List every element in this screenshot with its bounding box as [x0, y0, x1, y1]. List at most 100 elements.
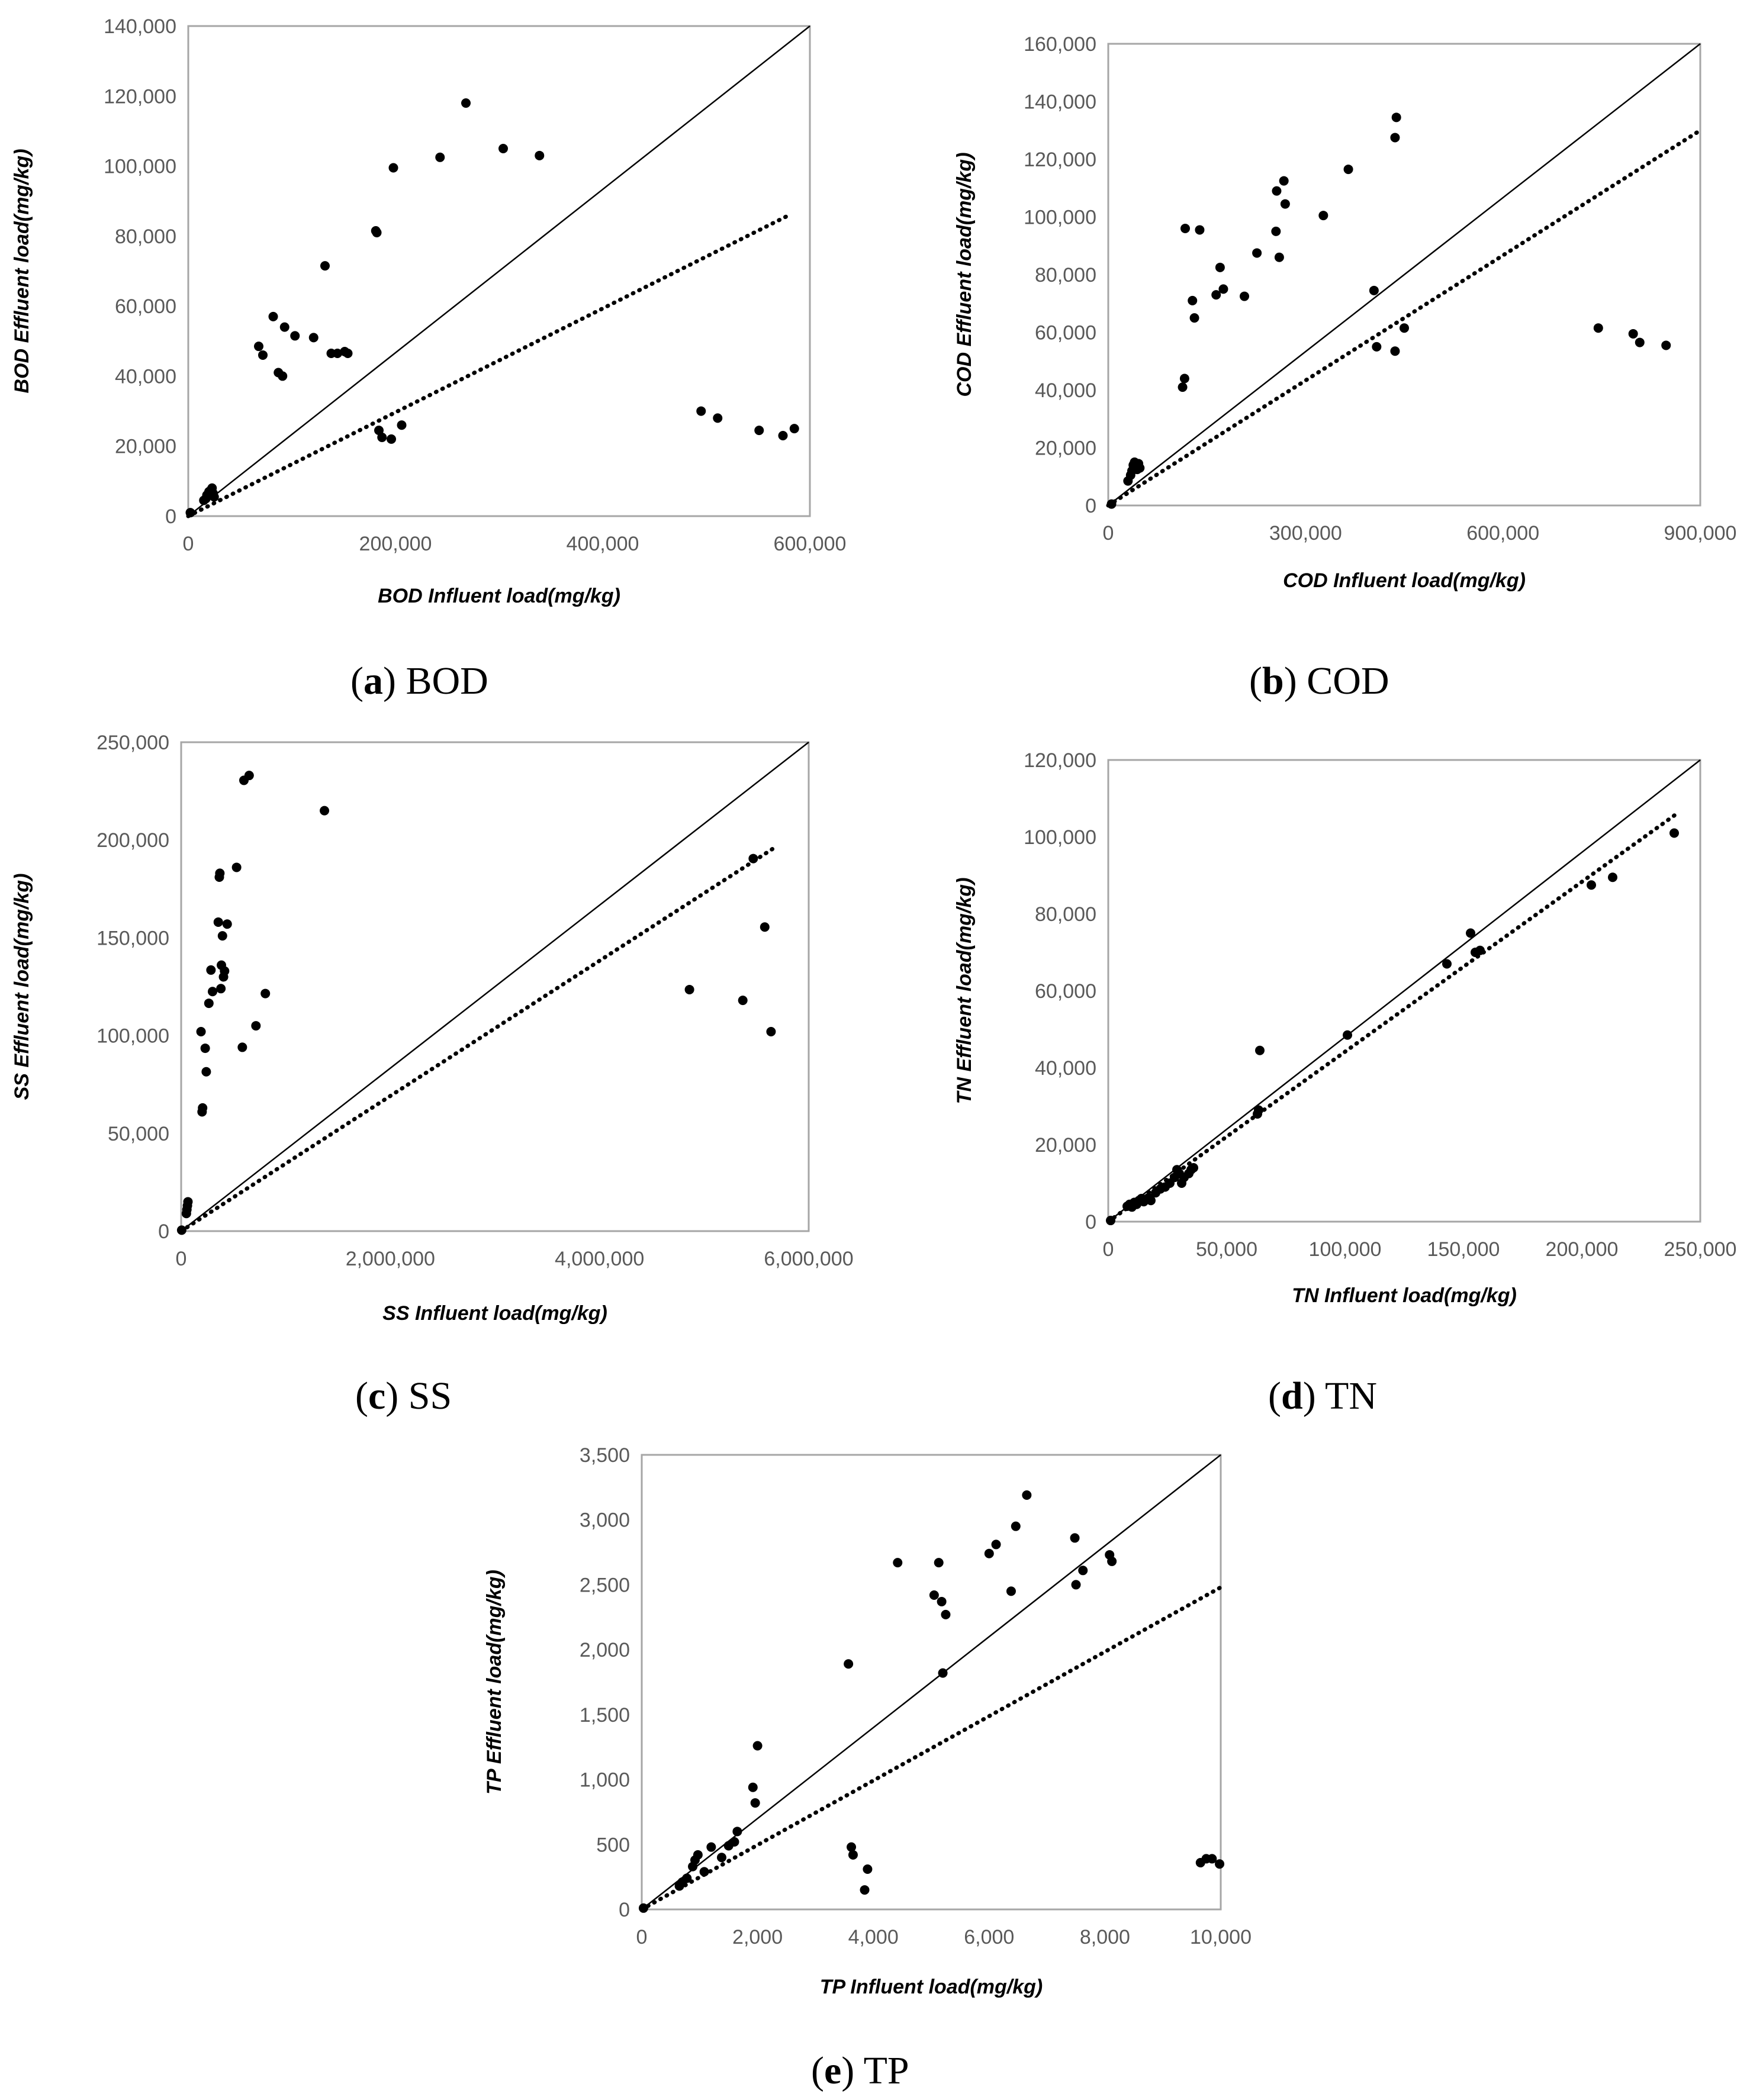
y-tick-label: 200,000 — [96, 829, 169, 852]
data-point — [1071, 1580, 1081, 1590]
x-tick-label: 400,000 — [567, 533, 639, 555]
data-point — [934, 1558, 944, 1568]
y-tick-label: 120,000 — [1024, 149, 1096, 171]
data-point — [847, 1842, 857, 1852]
data-point — [1215, 1859, 1225, 1869]
trend-line — [639, 1585, 1223, 1912]
y-tick-label: 2,500 — [580, 1574, 630, 1596]
data-point — [1466, 928, 1475, 938]
data-point — [1252, 248, 1262, 258]
data-point — [766, 1026, 776, 1036]
y-tick-label: 100,000 — [1024, 207, 1096, 229]
data-point — [268, 311, 278, 321]
data-point — [941, 1609, 951, 1619]
y-tick-label: 0 — [158, 1220, 169, 1243]
y-tick-label: 0 — [165, 505, 176, 528]
data-point — [201, 1067, 211, 1077]
y-tick-label: 140,000 — [1024, 91, 1096, 114]
caption-paren: ( — [1249, 659, 1262, 703]
data-point — [198, 1103, 208, 1113]
y-axis-title: BOD Effluent load(mg/kg) — [11, 149, 33, 393]
data-point — [231, 862, 242, 872]
data-point — [222, 919, 232, 929]
data-point — [1343, 1030, 1352, 1040]
y-tick-label: 80,000 — [1035, 264, 1096, 286]
data-point — [1254, 1105, 1263, 1115]
data-point — [372, 227, 382, 237]
data-point — [1178, 382, 1188, 392]
y-tick-label: 3,500 — [580, 1444, 630, 1467]
data-point — [1195, 225, 1205, 235]
data-point — [1661, 340, 1671, 350]
caption-text: TN — [1325, 1374, 1377, 1418]
data-point — [535, 150, 545, 160]
x-tick-label: 6,000,000 — [764, 1248, 853, 1270]
data-point — [748, 853, 758, 864]
y-tick-label: 20,000 — [115, 436, 176, 458]
y-tick-label: 40,000 — [1035, 379, 1096, 402]
y-tick-label: 40,000 — [1035, 1057, 1096, 1080]
identity-line — [188, 25, 810, 517]
y-tick-label: 0 — [1085, 495, 1096, 517]
data-point — [215, 868, 225, 878]
caption-letter: c — [368, 1374, 385, 1418]
data-point — [1635, 337, 1645, 347]
data-point — [1022, 1490, 1032, 1500]
data-point — [1189, 1163, 1198, 1173]
data-point — [716, 1853, 726, 1863]
caption-paren: ) — [383, 659, 406, 703]
trend-line — [1106, 811, 1679, 1224]
y-tick-label: 50,000 — [108, 1123, 169, 1145]
x-axis-title: TN Influent load(mg/kg) — [1292, 1284, 1517, 1307]
data-point — [693, 1850, 703, 1860]
data-point — [1255, 1045, 1265, 1055]
data-point — [1078, 1566, 1088, 1576]
data-point — [387, 434, 396, 444]
y-axis-title: TP Effluent load(mg/kg) — [483, 1570, 506, 1795]
plot-area-tn — [1107, 759, 1701, 1223]
y-tick-label: 2,000 — [580, 1639, 630, 1661]
x-tick-label: 4,000 — [848, 1926, 899, 1948]
y-axis-title: SS Effluent load(mg/kg) — [11, 874, 33, 1100]
data-point — [1218, 284, 1228, 294]
data-point — [397, 420, 407, 430]
data-point — [206, 965, 216, 975]
x-tick-label: 250,000 — [1664, 1238, 1737, 1261]
data-point — [732, 1827, 742, 1837]
caption-tn: (d) TN — [1268, 1374, 1377, 1418]
y-tick-label: 100,000 — [104, 156, 176, 178]
y-axis-title: TN Effluent load(mg/kg) — [953, 878, 976, 1104]
trend-line — [179, 843, 780, 1233]
identity-line — [1108, 759, 1701, 1222]
data-point — [435, 152, 445, 162]
data-point — [237, 1042, 247, 1052]
data-point — [320, 806, 330, 816]
identity-line — [1108, 43, 1701, 506]
x-tick-label: 4,000,000 — [555, 1248, 644, 1270]
data-point — [1390, 133, 1400, 143]
chart-ss: 0 50,000 100,000 150,000 200,000 250,000 0 2,00… — [11, 732, 854, 1418]
data-point — [1372, 342, 1382, 352]
caption-paren: ( — [350, 659, 363, 703]
data-point — [1135, 463, 1145, 473]
data-point — [1593, 323, 1603, 333]
caption-paren: ( — [811, 2049, 824, 2092]
x-tick-label: 0 — [1103, 522, 1114, 545]
y-tick-label: 140,000 — [104, 15, 176, 38]
caption-text: SS — [408, 1374, 452, 1418]
y-tick-label: 60,000 — [115, 295, 176, 318]
data-point — [1240, 291, 1249, 301]
data-point — [1180, 224, 1190, 233]
data-point — [848, 1850, 858, 1860]
data-point — [279, 322, 289, 332]
data-point — [209, 492, 219, 502]
data-point — [748, 1782, 758, 1792]
data-point — [1011, 1521, 1021, 1531]
data-point — [1279, 176, 1289, 186]
x-tick-label: 0 — [1103, 1238, 1114, 1261]
y-tick-label: 160,000 — [1024, 33, 1096, 56]
y-tick-label: 120,000 — [104, 85, 176, 108]
data-point — [991, 1539, 1001, 1550]
data-point — [844, 1659, 854, 1669]
caption-letter: b — [1262, 659, 1284, 703]
